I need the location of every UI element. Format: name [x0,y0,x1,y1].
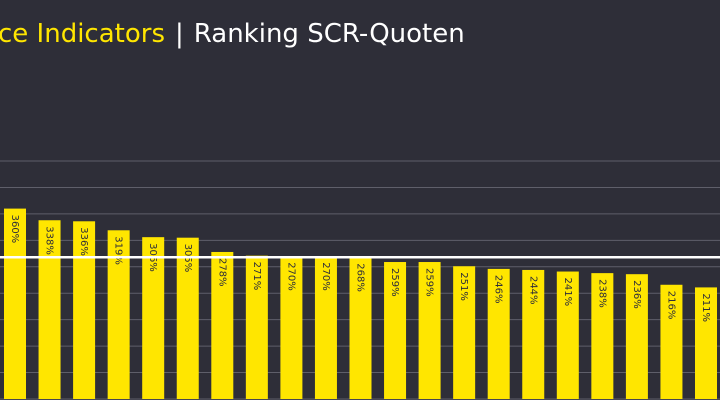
bar [487,268,510,399]
value-label: 338% [44,226,55,255]
bar [556,271,579,399]
bar [349,257,372,399]
value-label: 270% [320,262,331,291]
bar [418,262,441,399]
bar [314,256,337,399]
bar [280,256,303,399]
bar [38,220,61,399]
title-highlight: ce Indicators [0,19,165,49]
value-label: 236% [631,280,642,309]
value-label: 268% [355,263,366,292]
bar [625,274,648,399]
value-label: 271% [251,262,262,291]
bar [384,262,407,399]
value-label: 216% [665,291,676,320]
bar [245,255,268,399]
value-label: 244% [527,276,538,305]
value-label: 270% [285,262,296,291]
value-label: 241% [562,278,573,307]
bar [142,237,165,399]
title-separator: | [175,19,184,49]
value-label: 211% [700,293,711,322]
bar [211,251,234,399]
value-label: 259% [389,268,400,297]
bar [591,273,614,399]
title-text: Ranking SCR-Quoten [194,19,465,49]
bar [453,266,476,399]
bar [695,287,717,399]
value-label: 360% [9,215,20,244]
bar [660,284,683,399]
value-label: 259% [424,268,435,297]
bar [107,230,130,399]
value-label: 319% [113,236,124,265]
value-label: 336% [78,227,89,256]
chart-title: ce Indicators | Ranking SCR-Quoten [0,19,465,49]
bar [73,221,96,399]
value-label: 238% [596,279,607,308]
bar [176,237,199,399]
value-label: 246% [493,275,504,304]
bar [522,269,545,399]
value-label: 251% [458,272,469,301]
value-label: 278% [216,258,227,287]
